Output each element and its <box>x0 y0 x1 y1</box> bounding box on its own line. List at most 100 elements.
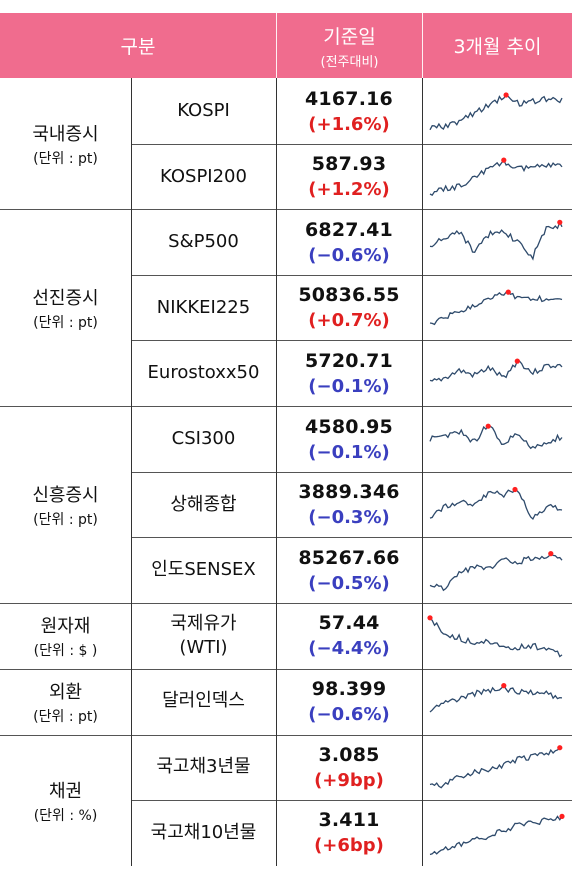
value-cell: 57.44 (−4.4%) <box>276 603 422 668</box>
trend-sparkline <box>429 289 563 326</box>
sparkline-path <box>429 291 563 326</box>
trend-sparkline <box>429 683 563 713</box>
group-divider <box>0 603 572 604</box>
header-date: 기준일 (전주대비) <box>277 13 422 78</box>
value-cell: 3889.346 (−0.3%) <box>276 472 422 537</box>
index-name: 인도SENSEX <box>151 559 256 581</box>
trend-sparkline <box>429 551 563 592</box>
column-divider <box>422 78 423 866</box>
group-emerging: 신흥증시 (단위 : pt) <box>0 406 131 603</box>
group-unit: (단위 : %) <box>33 807 98 824</box>
trend-sparkline <box>427 615 563 658</box>
weekly-change: (−0.1%) <box>308 375 390 397</box>
sparkline-path <box>429 94 563 131</box>
trend-sparkline <box>429 92 563 131</box>
header-date-label: 기준일 <box>323 25 376 48</box>
value-cell: 3.411 (+6bp) <box>276 800 422 865</box>
index-value: 3.085 <box>318 743 380 766</box>
trend-sparkline <box>429 486 563 521</box>
index-value: 57.44 <box>318 612 380 634</box>
sparkline-peak-marker <box>485 423 491 429</box>
group-name: 원자재 <box>40 616 91 637</box>
group-commodity: 원자재 (단위 : $ ) <box>0 603 131 669</box>
header-divider <box>422 13 423 78</box>
group-name: 채권 <box>48 780 83 802</box>
sparkline-peak-marker <box>505 289 511 295</box>
column-divider <box>131 78 132 866</box>
sparkline-peak-marker <box>427 615 433 621</box>
weekly-change: (−0.5%) <box>308 572 390 594</box>
value-cell: 4580.95 (−0.1%) <box>276 406 422 472</box>
index-name: KOSPI200 <box>160 165 247 187</box>
sparkline-peak-marker <box>557 745 563 751</box>
sparkline-path <box>429 552 563 592</box>
header-trend-label: 3개월 추이 <box>453 36 542 58</box>
group-developed: 선진증시 (단위 : pt) <box>0 209 131 406</box>
index-name: CSI300 <box>171 428 236 450</box>
row-divider <box>131 340 572 341</box>
value-cell: 587.93 (+1.2%) <box>276 144 422 209</box>
group-divider <box>0 735 572 736</box>
group-name: 선진증시 <box>32 287 99 309</box>
sparkline-path <box>429 746 563 789</box>
sparkline-peak-marker <box>557 219 563 225</box>
index-name: 상해종합 <box>170 493 237 515</box>
weekly-change: (+1.2%) <box>308 179 390 200</box>
sparkline-peak-marker <box>514 358 520 364</box>
row-divider <box>131 275 572 276</box>
index-value: 3889.346 <box>298 481 400 503</box>
index-value: 98.399 <box>311 677 387 700</box>
header-date-sub: (전주대비) <box>320 54 379 70</box>
group-bond: 채권 (단위 : %) <box>0 735 131 866</box>
sparkline-peak-marker <box>559 813 565 819</box>
index-name: S&P500 <box>168 231 239 253</box>
group-name: 신흥증시 <box>32 484 99 506</box>
value-cell: 85267.66 (−0.5%) <box>276 537 422 603</box>
index-name: NIKKEI225 <box>156 296 251 318</box>
group-divider <box>0 406 572 407</box>
weekly-change: (+0.7%) <box>308 310 390 331</box>
row-divider <box>131 800 572 801</box>
value-cell: 50836.55 (+0.7%) <box>276 275 422 340</box>
weekly-change: (−0.3%) <box>308 507 390 528</box>
trend-sparkline <box>429 219 563 261</box>
sparkline-peak-marker <box>548 551 554 557</box>
sparkline-path <box>429 617 563 658</box>
index-value: 5720.71 <box>305 349 393 372</box>
row-divider <box>131 537 572 538</box>
value-cell: 5720.71 (−0.1%) <box>276 340 422 406</box>
index-name: 국고채3년물 <box>156 756 251 778</box>
group-unit: (단위 : pt) <box>33 150 98 167</box>
trend-sparkline <box>429 745 563 789</box>
weekly-change: (−0.1%) <box>308 441 390 463</box>
row-divider <box>131 472 572 473</box>
group-unit: (단위 : pt) <box>33 314 98 331</box>
group-unit: (단위 : pt) <box>33 511 98 528</box>
index-value: 587.93 <box>311 153 387 175</box>
sparkline-path <box>429 220 563 261</box>
weekly-change: (+6bp) <box>314 835 384 856</box>
sparkline-peak-marker <box>512 486 518 493</box>
trend-sparkline <box>429 157 563 197</box>
header-category-label: 구분 <box>120 36 156 58</box>
sparkline-path <box>429 425 563 450</box>
trend-sparkline <box>429 423 563 450</box>
group-domestic: 국내증시 (단위 : pt) <box>0 78 131 209</box>
index-value: 6827.41 <box>305 218 393 241</box>
index-value: 85267.66 <box>298 546 400 569</box>
table-header: 구분 기준일 (전주대비) 3개월 추이 <box>0 13 572 78</box>
weekly-change: (−4.4%) <box>308 638 390 659</box>
sparkline-peak-marker <box>501 157 507 163</box>
weekly-change: (−0.6%) <box>308 703 390 725</box>
value-cell: 98.399 (−0.6%) <box>276 668 422 734</box>
sparkline-peak-marker <box>501 683 507 689</box>
sparkline-path <box>429 684 563 713</box>
header-trend: 3개월 추이 <box>423 13 572 78</box>
index-name: Eurostoxx50 <box>147 362 260 384</box>
weekly-change: (−0.6%) <box>308 244 390 266</box>
value-cell: 3.085 (+9bp) <box>276 734 422 800</box>
header-category: 구분 <box>0 13 276 78</box>
sparkline-peak-marker <box>503 92 509 98</box>
sparkline-path <box>429 158 563 197</box>
column-divider <box>276 78 277 866</box>
